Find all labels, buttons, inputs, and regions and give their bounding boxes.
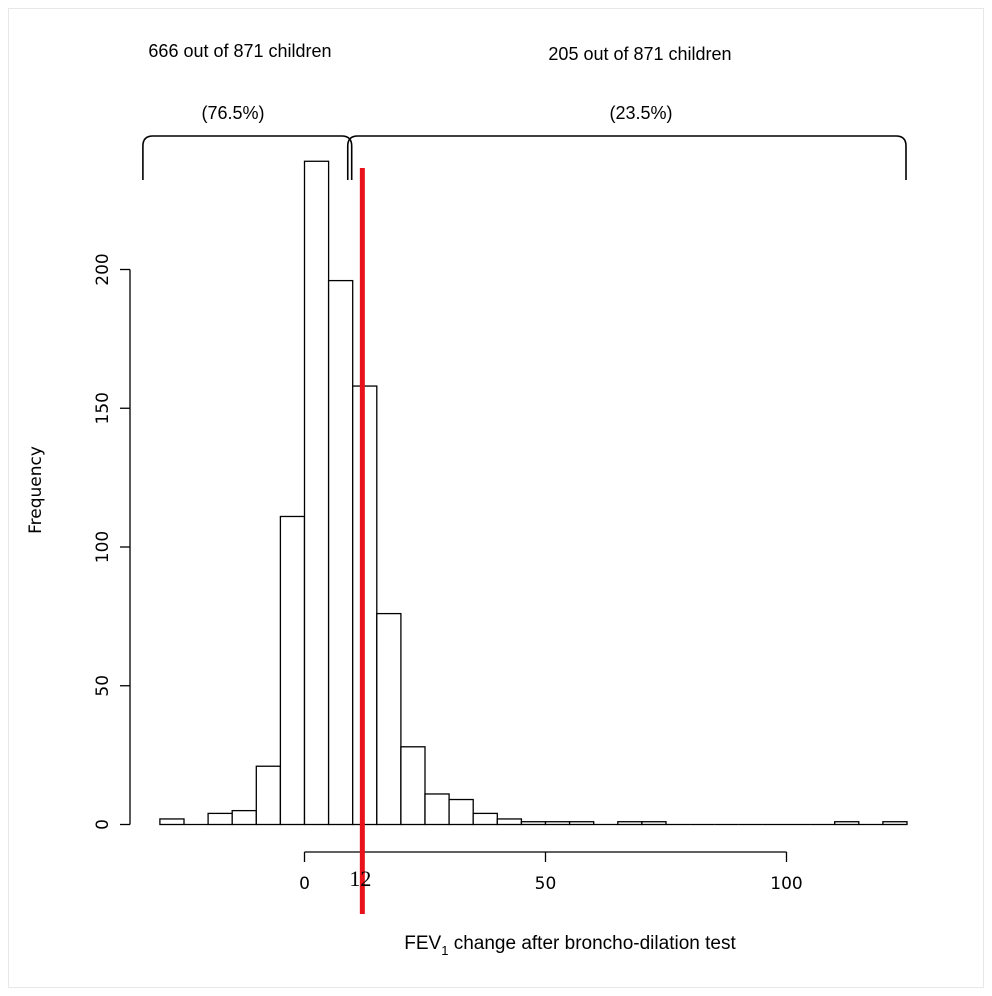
threshold-label: 12 — [349, 866, 371, 891]
histogram-bar — [448, 798, 474, 826]
group-brackets — [142, 135, 907, 180]
x-axis: 0 50 100 — [299, 851, 803, 894]
histogram-bar — [327, 279, 354, 826]
histogram-bars — [159, 160, 908, 826]
histogram-bar — [376, 612, 402, 826]
histogram-bar — [641, 821, 667, 826]
x-tick-label: 100 — [770, 874, 802, 894]
histogram-bar — [472, 812, 498, 826]
y-axis: 0 50 100 150 200 — [93, 253, 131, 830]
histogram-bar — [400, 746, 426, 826]
x-axis-label-subscript: 1 — [441, 943, 448, 958]
histogram-bar — [568, 821, 595, 826]
group-right-bracket — [346, 135, 907, 180]
histogram-bar — [255, 765, 282, 826]
histogram-bar — [617, 821, 643, 826]
x-axis-label: FEV1 change after broncho-dilation test — [404, 933, 736, 958]
group-left-label: 666 out of 871 children — [148, 41, 331, 61]
histogram-bar — [882, 821, 908, 826]
histogram-bar — [544, 821, 571, 826]
x-axis-label-main: FEV — [404, 933, 441, 954]
y-tick-label: 100 — [93, 531, 113, 563]
histogram-bar — [834, 821, 860, 826]
x-axis-label-suffix: change after broncho-dilation test — [448, 933, 736, 954]
y-axis-label: Frequency — [26, 446, 46, 534]
figure-frame — [8, 8, 984, 988]
group-right-label: 205 out of 871 children — [548, 44, 731, 64]
group-left-percent: (76.5%) — [201, 103, 264, 123]
histogram-bar — [231, 809, 257, 826]
group-right-percent: (23.5%) — [609, 103, 672, 123]
y-tick-label: 150 — [93, 392, 113, 424]
group-left-bracket — [142, 135, 353, 180]
threshold-group: 12 — [349, 168, 371, 914]
histogram-bar — [279, 515, 306, 826]
histogram-bar — [303, 160, 330, 826]
histogram-bar — [520, 821, 547, 826]
y-tick-label: 200 — [93, 253, 113, 285]
y-tick-label: 50 — [93, 675, 113, 697]
x-tick-label: 0 — [299, 874, 310, 894]
histogram-bar — [159, 818, 185, 826]
x-tick-label: 50 — [535, 874, 557, 894]
histogram-bar — [207, 812, 233, 826]
histogram-bar — [424, 793, 450, 826]
y-tick-label: 0 — [93, 819, 113, 830]
histogram-bar — [496, 818, 523, 826]
